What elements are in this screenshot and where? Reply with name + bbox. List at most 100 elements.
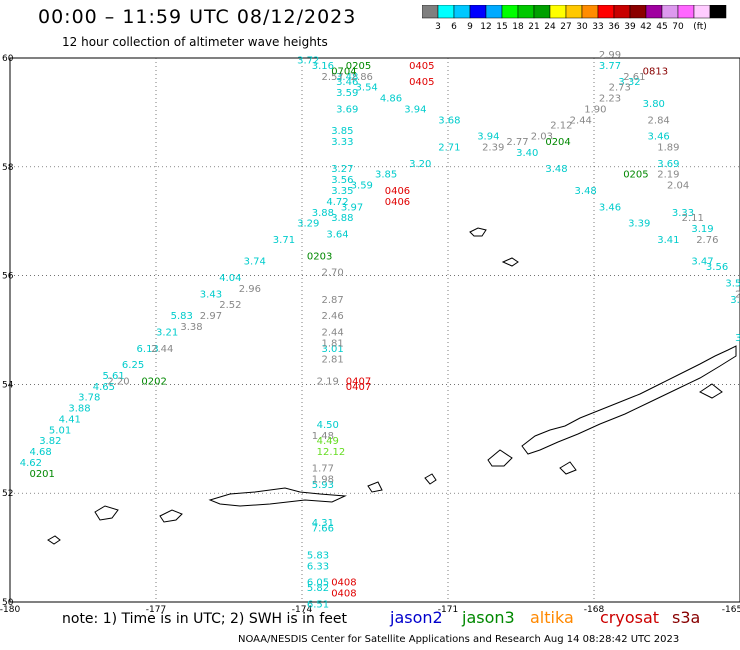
colorbar-label: 27 (560, 22, 571, 32)
coastline (699, 383, 723, 399)
wave-height-label: 3.69 (657, 159, 679, 170)
wave-height-label: 2.86 (351, 72, 373, 83)
colorbar-label: 15 (496, 22, 507, 32)
wave-height-label: 1.90 (584, 104, 606, 115)
lon-tick-label: -174 (292, 605, 313, 615)
coastline (208, 487, 347, 507)
wave-height-label: 3.78 (78, 393, 100, 404)
wave-height-label: 2.52 (219, 300, 241, 311)
wave-height-label: 3.88 (331, 213, 353, 224)
wave-height-label: 5.83 (171, 311, 193, 322)
wave-height-label: 3.29 (297, 219, 319, 230)
wave-height-label: 12.12 (317, 447, 346, 458)
wave-height-label: 2.19 (317, 376, 339, 387)
wave-height-label: 3.88 (68, 404, 90, 415)
wave-height-label: 3.94 (404, 104, 426, 115)
wave-height-label: 2.99 (599, 50, 621, 61)
wave-height-label: 3.35 (331, 186, 353, 197)
wave-height-label: 3.57 (725, 278, 740, 289)
coastline (367, 481, 383, 493)
wave-height-label: 2.87 (321, 295, 343, 306)
colorbar-label: 42 (640, 22, 651, 32)
wave-height-label: 2.11 (682, 213, 704, 224)
wave-height-label: 3.41 (657, 235, 679, 246)
wave-height-label: 3.48 (336, 72, 358, 83)
wave-height-label: 5.83 (307, 550, 329, 561)
wave-height-label: 2.57 (321, 72, 343, 83)
colorbar-label: 39 (624, 22, 636, 32)
wave-height-label: 2.44 (570, 115, 592, 126)
lat-tick-label: 50 (2, 598, 14, 608)
wave-height-label: 5.82 (307, 583, 329, 594)
colorbar-label: 18 (512, 22, 524, 32)
credit-line: NOAA/NESDIS Center for Satellite Applica… (238, 634, 680, 645)
lon-tick-label: -165 (722, 605, 740, 615)
colorbar-label: 6 (451, 22, 457, 32)
colorbar-label: 9 (467, 22, 473, 32)
legend-jason3: jason3 (462, 608, 515, 627)
wave-height-label: 2.61 (623, 72, 645, 83)
colorbar-label: 3 (435, 22, 441, 32)
lon-tick-label: -177 (146, 605, 166, 615)
wave-height-label: 3.62 (730, 295, 740, 306)
wave-height-label: 0405 (409, 61, 434, 72)
wave-height-label: 4.49 (317, 436, 339, 447)
wave-height-label: 3.72 (297, 55, 319, 66)
wave-height-label: 0408 (331, 578, 356, 589)
wave-height-label: 0405 (409, 77, 434, 88)
coastline (47, 535, 61, 545)
wave-height-label: 3.94 (477, 132, 499, 143)
wave-height-label: 4.04 (219, 273, 241, 284)
wave-height-label: 1.77 (312, 463, 334, 474)
colorbar-label: 21 (528, 22, 539, 32)
map-frame (9, 57, 740, 603)
wave-height-label: 7.66 (312, 523, 334, 534)
wave-height-label: 0407 (346, 382, 371, 393)
wave-height-label: 3.33 (672, 208, 694, 219)
wave-height-label: 0407 (346, 376, 371, 387)
wave-height-colorbar: 3 6 9 12 15 18 21 24 27 30 33 36 39 42 45 70 (ft) (422, 5, 727, 32)
wave-height-label: 2.23 (599, 94, 621, 105)
wave-height-label: 2.12 (550, 121, 572, 132)
wave-height-label: 3.56 (331, 175, 353, 186)
colorbar-label: 36 (608, 22, 620, 32)
wave-height-label: 0203 (307, 251, 332, 262)
lat-tick-label: 54 (2, 380, 14, 390)
lat-tick-label: 52 (2, 489, 13, 499)
wave-height-label: 3.38 (180, 322, 202, 333)
wave-height-label: 3.32 (618, 77, 640, 88)
wave-height-label: 3.46 (648, 132, 670, 143)
colorbar-label: 45 (656, 22, 667, 32)
wave-height-label: 5.61 (102, 371, 124, 382)
wave-height-label: 0205 (346, 61, 371, 72)
wave-height-label: 2.39 (482, 142, 504, 153)
wave-height-label: 4.62 (20, 458, 42, 469)
coastline (159, 509, 183, 523)
colorbar-label: 33 (592, 22, 603, 32)
wave-height-label: 2.44 (321, 327, 343, 338)
colorbar-label: (ft) (693, 22, 707, 32)
legend-jason2: jason2 (390, 608, 443, 627)
wave-height-label: 3.33 (331, 137, 353, 148)
wave-height-label: 0704 (331, 66, 356, 77)
wave-height-label: 3.85 (375, 170, 397, 181)
coastline (469, 227, 487, 237)
wave-height-label: 2.19 (657, 170, 679, 181)
wave-height-label: 6.13 (137, 344, 159, 355)
wave-height-label: 4.31 (312, 518, 334, 529)
wave-height-label: 6.25 (122, 360, 144, 371)
colorbar-swatch (709, 5, 727, 19)
lat-tick-label: 60 (2, 54, 14, 64)
wave-height-label: 2.03 (531, 132, 553, 143)
wave-height-label: 2.96 (239, 284, 261, 295)
lat-tick-label: 58 (2, 163, 14, 173)
wave-height-label: 0201 (29, 469, 54, 480)
wave-height-label: 6.51 (307, 599, 329, 610)
wave-height-label: 3.87 (735, 333, 740, 344)
wave-height-label: 2.81 (321, 355, 343, 366)
wave-height-label: 3.80 (643, 99, 665, 110)
wave-height-label: 5.93 (312, 480, 334, 491)
wave-height-label: 3.74 (244, 257, 266, 268)
coastline (424, 473, 437, 485)
wave-height-label: 0204 (545, 137, 570, 148)
